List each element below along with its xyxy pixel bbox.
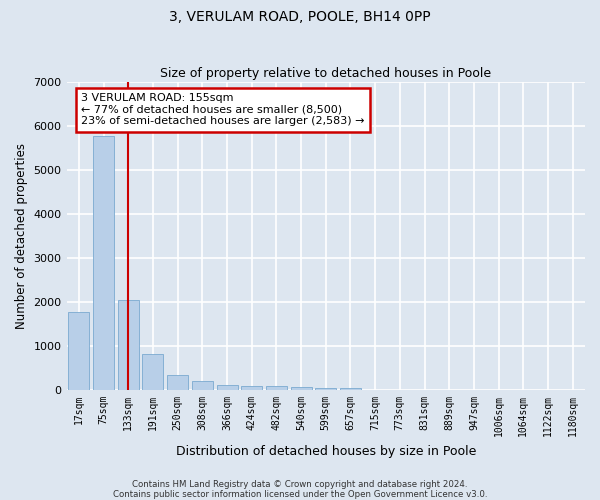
Bar [217,385,238,390]
Text: Contains HM Land Registry data © Crown copyright and database right 2024.: Contains HM Land Registry data © Crown c… [132,480,468,489]
X-axis label: Distribution of detached houses by size in Poole: Distribution of detached houses by size … [176,444,476,458]
Bar [142,354,163,390]
Bar [192,380,213,390]
Bar [241,386,262,390]
Bar [290,388,311,390]
Text: 3, VERULAM ROAD, POOLE, BH14 0PP: 3, VERULAM ROAD, POOLE, BH14 0PP [169,10,431,24]
Y-axis label: Number of detached properties: Number of detached properties [15,143,28,329]
Text: 3 VERULAM ROAD: 155sqm
← 77% of detached houses are smaller (8,500)
23% of semi-: 3 VERULAM ROAD: 155sqm ← 77% of detached… [82,93,365,126]
Bar [266,386,287,390]
Text: Contains public sector information licensed under the Open Government Licence v3: Contains public sector information licen… [113,490,487,499]
Title: Size of property relative to detached houses in Poole: Size of property relative to detached ho… [160,66,491,80]
Bar [340,388,361,390]
Bar [118,300,139,390]
Bar [167,375,188,390]
Bar [93,136,114,390]
Bar [315,388,336,390]
Bar [68,312,89,390]
